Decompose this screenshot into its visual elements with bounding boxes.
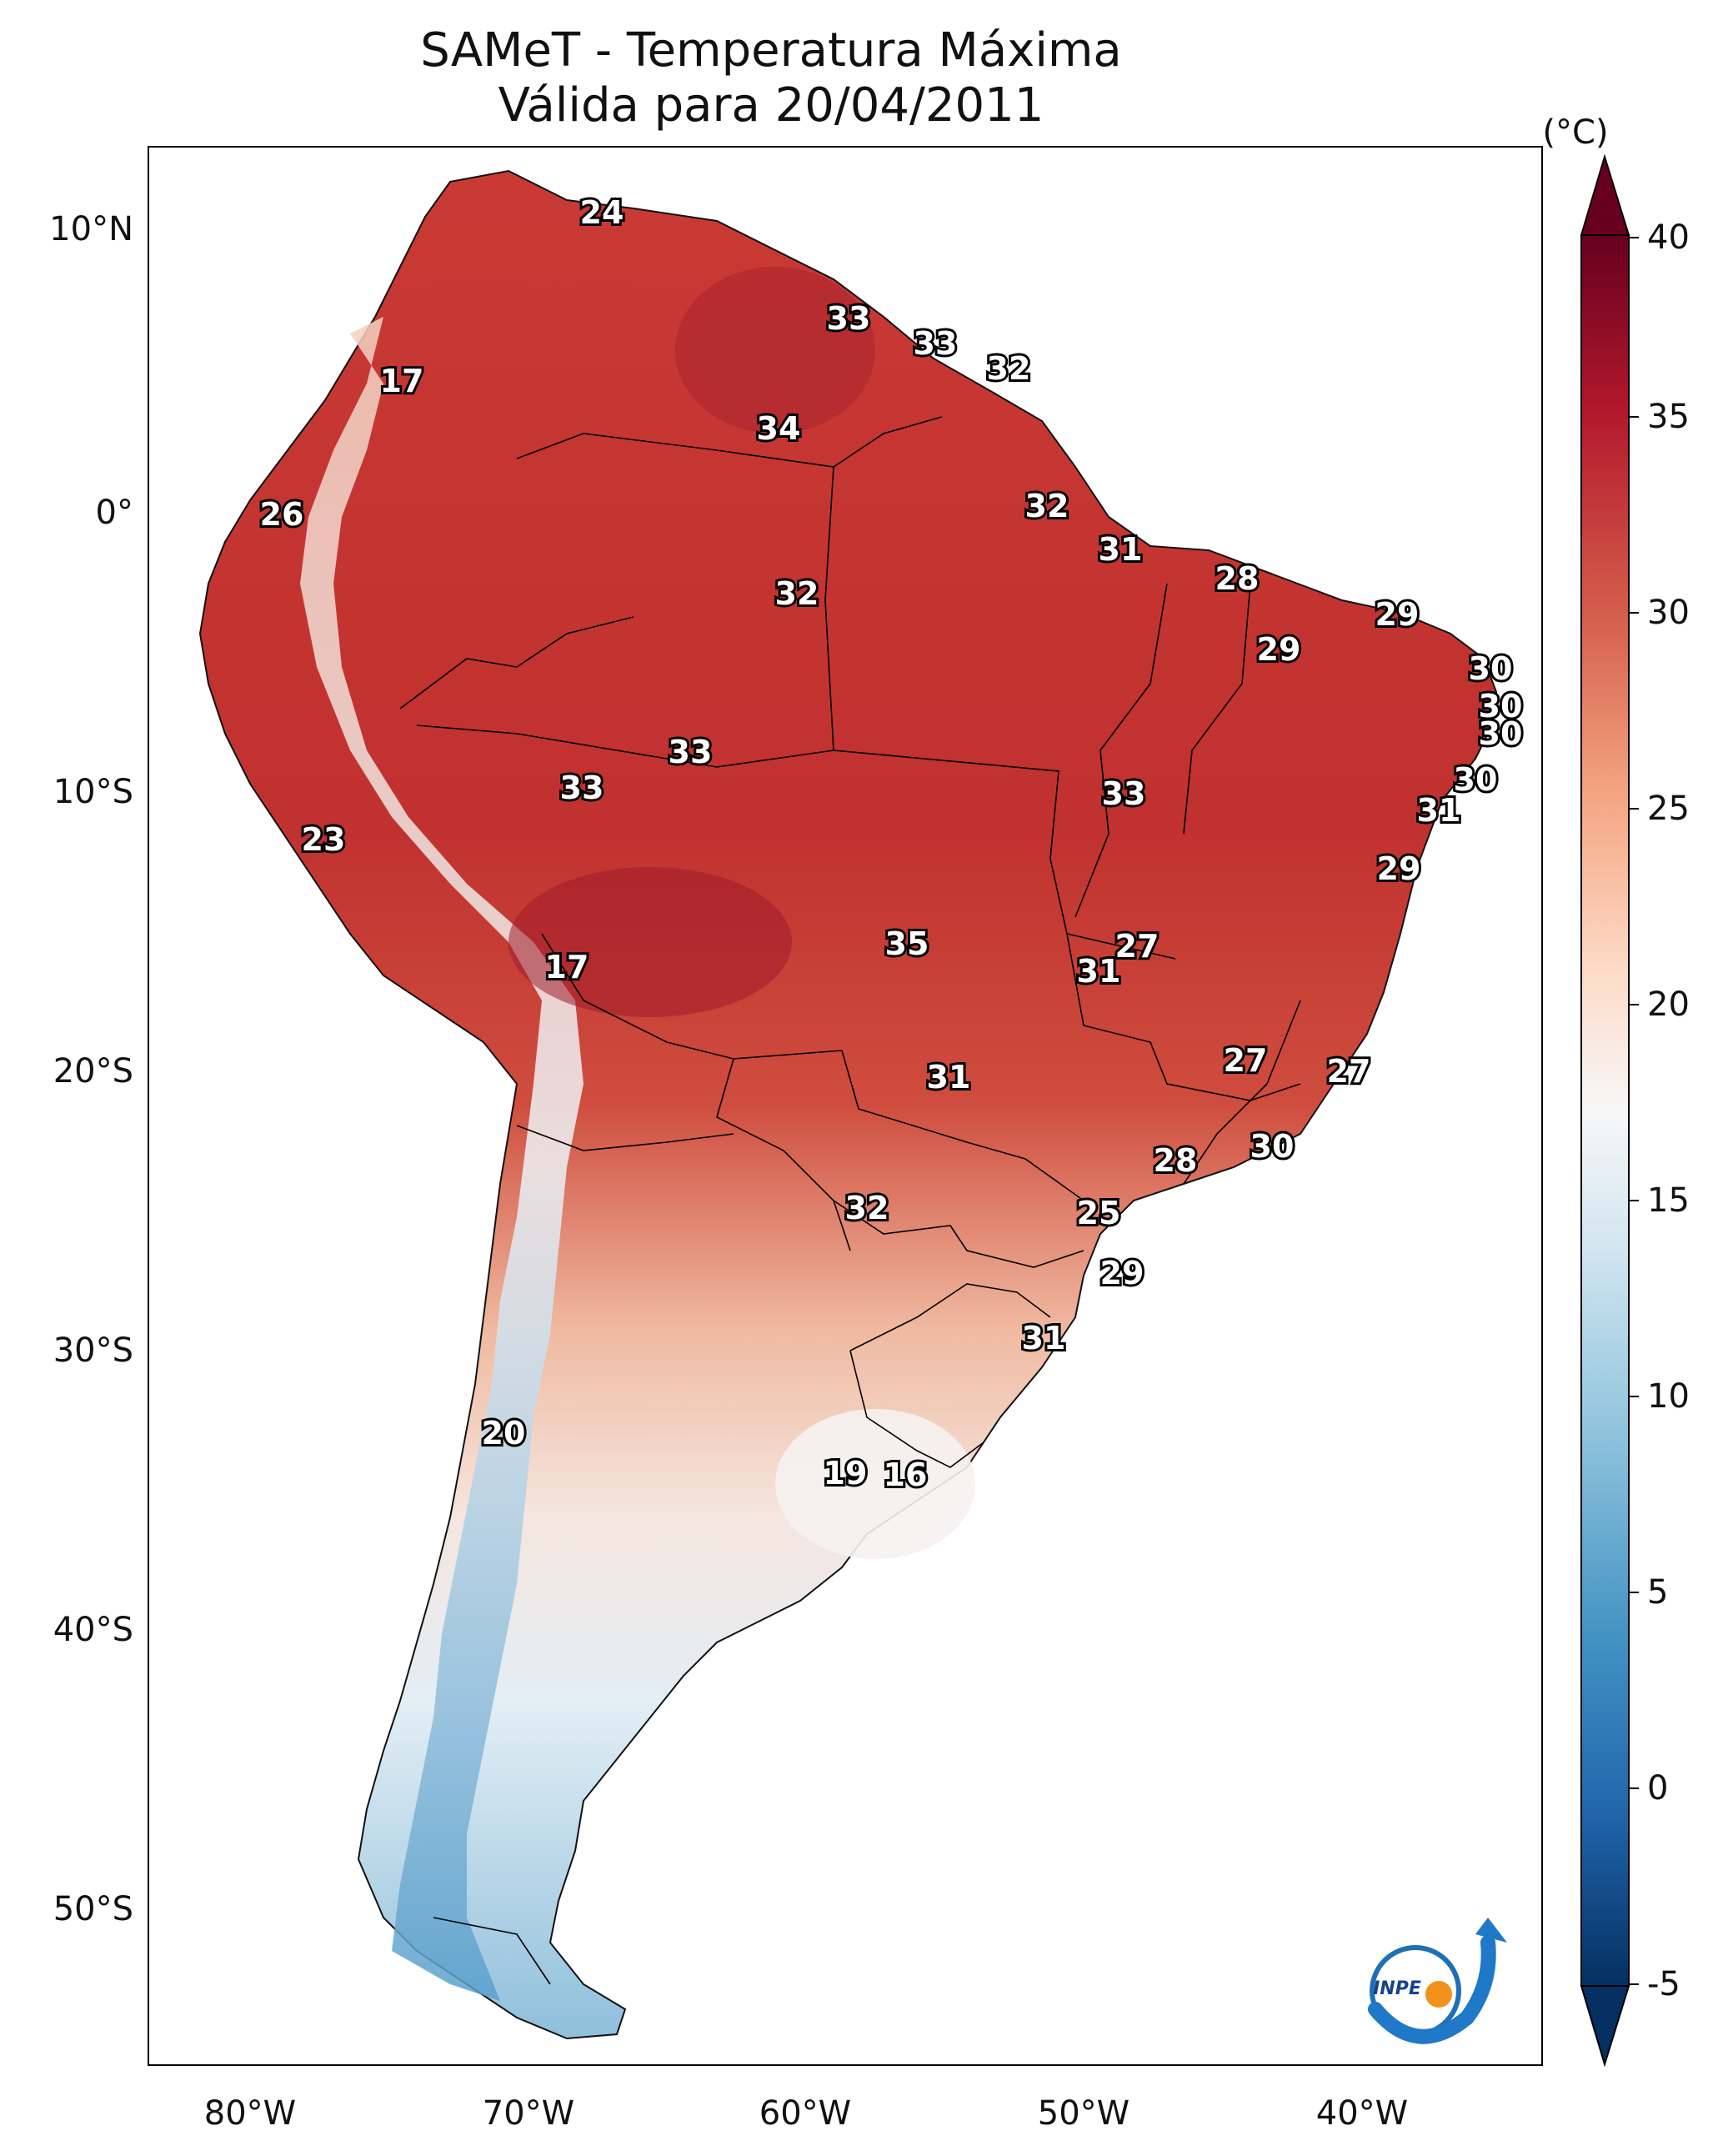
temp-label: 27 [1327,1053,1371,1090]
temp-label: 17 [545,949,589,985]
y-axis-ticks: 10°N 0° 10°S 20°S 30°S 40°S 50°S [49,210,133,1928]
country-borders [399,416,1301,1985]
y-tick: 20°S [53,1052,133,1091]
temp-label: 29 [1375,596,1420,633]
temp-label: 19 [824,1455,868,1492]
x-tick: 70°W [483,2094,574,2133]
temp-label: 32 [775,575,819,612]
map-title: SAMeT - Temperatura Máxima Válida para 2… [0,23,1542,133]
temp-label: 30 [1479,688,1523,725]
temp-label: 31 [1099,531,1143,568]
colorbar-tick: 0 [1647,1769,1668,1808]
y-tick: 40°S [53,1611,133,1649]
temp-label: 30 [1250,1128,1295,1165]
temp-label: 33 [914,325,958,362]
temp-label: 31 [1417,792,1461,829]
colorbar-gradient [1580,234,1630,1987]
temp-label: 29 [1100,1255,1144,1291]
x-tick: 80°W [204,2094,296,2133]
y-tick: 10°S [53,773,133,811]
temp-label: 33 [1102,775,1146,812]
temp-label: 27 [1224,1042,1268,1079]
inpe-logo-dot [1425,1981,1452,2008]
south-america-landmass [198,169,1498,2040]
y-tick: 0° [96,494,133,532]
y-tick: 50°S [53,1890,133,1928]
temp-label: 30 [1454,761,1498,798]
venezuela-hot-core [675,267,875,434]
temp-label: 33 [827,300,871,337]
y-tick: 10°N [49,210,133,248]
amazon-hot-core [508,867,792,1017]
temperature-labels: 24 33 33 32 17 34 26 32 31 28 32 29 29 3… [258,192,1525,1496]
colorbar-tick: 10 [1647,1377,1690,1416]
colorbar-tick: 40 [1647,218,1690,257]
x-tick: 50°W [1038,2094,1129,2133]
colorbar-tick: 5 [1647,1573,1668,1612]
temp-label: 26 [260,496,304,533]
temp-label: 29 [1257,631,1301,668]
inpe-logo: INPE [1368,1918,1507,2044]
inpe-logo-arrowhead [1475,1918,1507,1943]
temp-label: 28 [1215,560,1260,597]
inpe-logo-arrow [1368,1935,1496,2044]
x-tick: 60°W [759,2094,851,2133]
temp-label: 31 [1077,953,1121,990]
colorbar: (°C) 40 35 30 25 20 15 10 5 0 -5 [1542,113,1690,2068]
temp-label: 32 [1025,488,1069,524]
x-tick: 40°W [1316,2094,1408,2133]
temp-label: 20 [482,1415,526,1452]
inpe-logo-text: INPE [1373,1978,1421,1999]
temp-label: 30 [1479,715,1523,752]
temp-label: 33 [560,770,604,806]
temp-label: 34 [757,410,801,447]
colorbar-tick: 20 [1647,985,1690,1024]
colorbar-unit: (°C) [1542,113,1608,152]
x-axis-ticks: 80°W 70°W 60°W 50°W 40°W [204,2094,1408,2133]
temp-label: 31 [1022,1320,1066,1356]
title-line-1: SAMeT - Temperatura Máxima [420,23,1122,78]
temp-label: 17 [380,363,424,399]
colorbar-tick: 35 [1647,398,1690,436]
temp-label: 32 [987,350,1031,387]
colorbar-ticks: 40 35 30 25 20 15 10 5 0 -5 [1629,218,1690,2003]
colorbar-tick: 25 [1647,790,1690,828]
temp-label: 23 [302,821,346,858]
temp-label: 28 [1154,1142,1198,1179]
temp-label: 25 [1077,1195,1121,1231]
temp-label: 30 [1469,650,1513,687]
y-tick: 30°S [53,1331,133,1370]
title-line-2: Válida para 20/04/2011 [498,78,1044,133]
temp-label: 29 [1377,850,1421,887]
temp-label: 16 [884,1457,928,1493]
colorbar-bottom-extension [1580,1985,1630,2068]
temp-label: 31 [927,1059,971,1096]
colorbar-tick: -5 [1647,1965,1680,2003]
colorbar-tick: 15 [1647,1181,1690,1220]
temp-label: 24 [580,194,624,231]
andes-cool-band [300,317,584,2001]
colorbar-tick: 30 [1647,594,1690,632]
colorbar-top-extension [1580,153,1630,236]
temp-label: 27 [1115,928,1160,965]
temp-label: 32 [845,1190,889,1226]
pampas-cool-area [775,1409,975,1559]
temp-label: 35 [885,925,929,962]
temp-label: 33 [669,734,713,770]
